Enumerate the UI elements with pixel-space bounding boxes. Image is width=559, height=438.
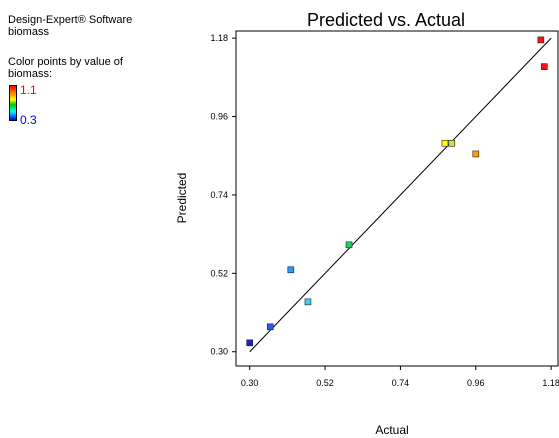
y-tick-label: 1.18	[210, 33, 228, 43]
y-tick-label: 0.74	[210, 190, 228, 200]
data-point	[345, 241, 353, 249]
y-tick-label: 0.96	[210, 112, 228, 122]
data-point	[287, 266, 295, 274]
x-axis-label: Actual	[375, 423, 408, 437]
data-point	[472, 150, 480, 158]
x-tick-label: 0.30	[241, 378, 259, 388]
data-point	[540, 63, 548, 70]
x-tick-label: 1.18	[542, 378, 559, 388]
data-point	[537, 36, 545, 44]
x-tick-label: 0.74	[392, 378, 410, 388]
plot-frame	[235, 30, 559, 367]
software-name: Design-Expert® Software	[8, 14, 133, 26]
y-tick-label: 0.52	[210, 268, 228, 278]
reference-line	[249, 37, 552, 353]
color-scale-low-label: 0.3	[20, 113, 37, 127]
color-by-label: Color points by value of	[8, 56, 123, 68]
response-name: biomass	[8, 26, 49, 38]
data-point	[304, 298, 312, 306]
color-scale-bar	[9, 85, 17, 121]
color-scale-high-label: 1.1	[20, 83, 37, 97]
chart-title: Predicted vs. Actual	[307, 10, 465, 30]
data-point	[246, 339, 254, 347]
y-axis-label: Predicted	[175, 173, 189, 224]
x-tick-label: 0.96	[467, 378, 485, 388]
data-point	[266, 323, 274, 331]
data-point	[448, 139, 456, 147]
data-point	[441, 139, 449, 147]
x-tick-label: 0.52	[316, 378, 334, 388]
y-tick-label: 0.30	[210, 347, 228, 357]
color-by-response: biomass:	[8, 68, 53, 80]
